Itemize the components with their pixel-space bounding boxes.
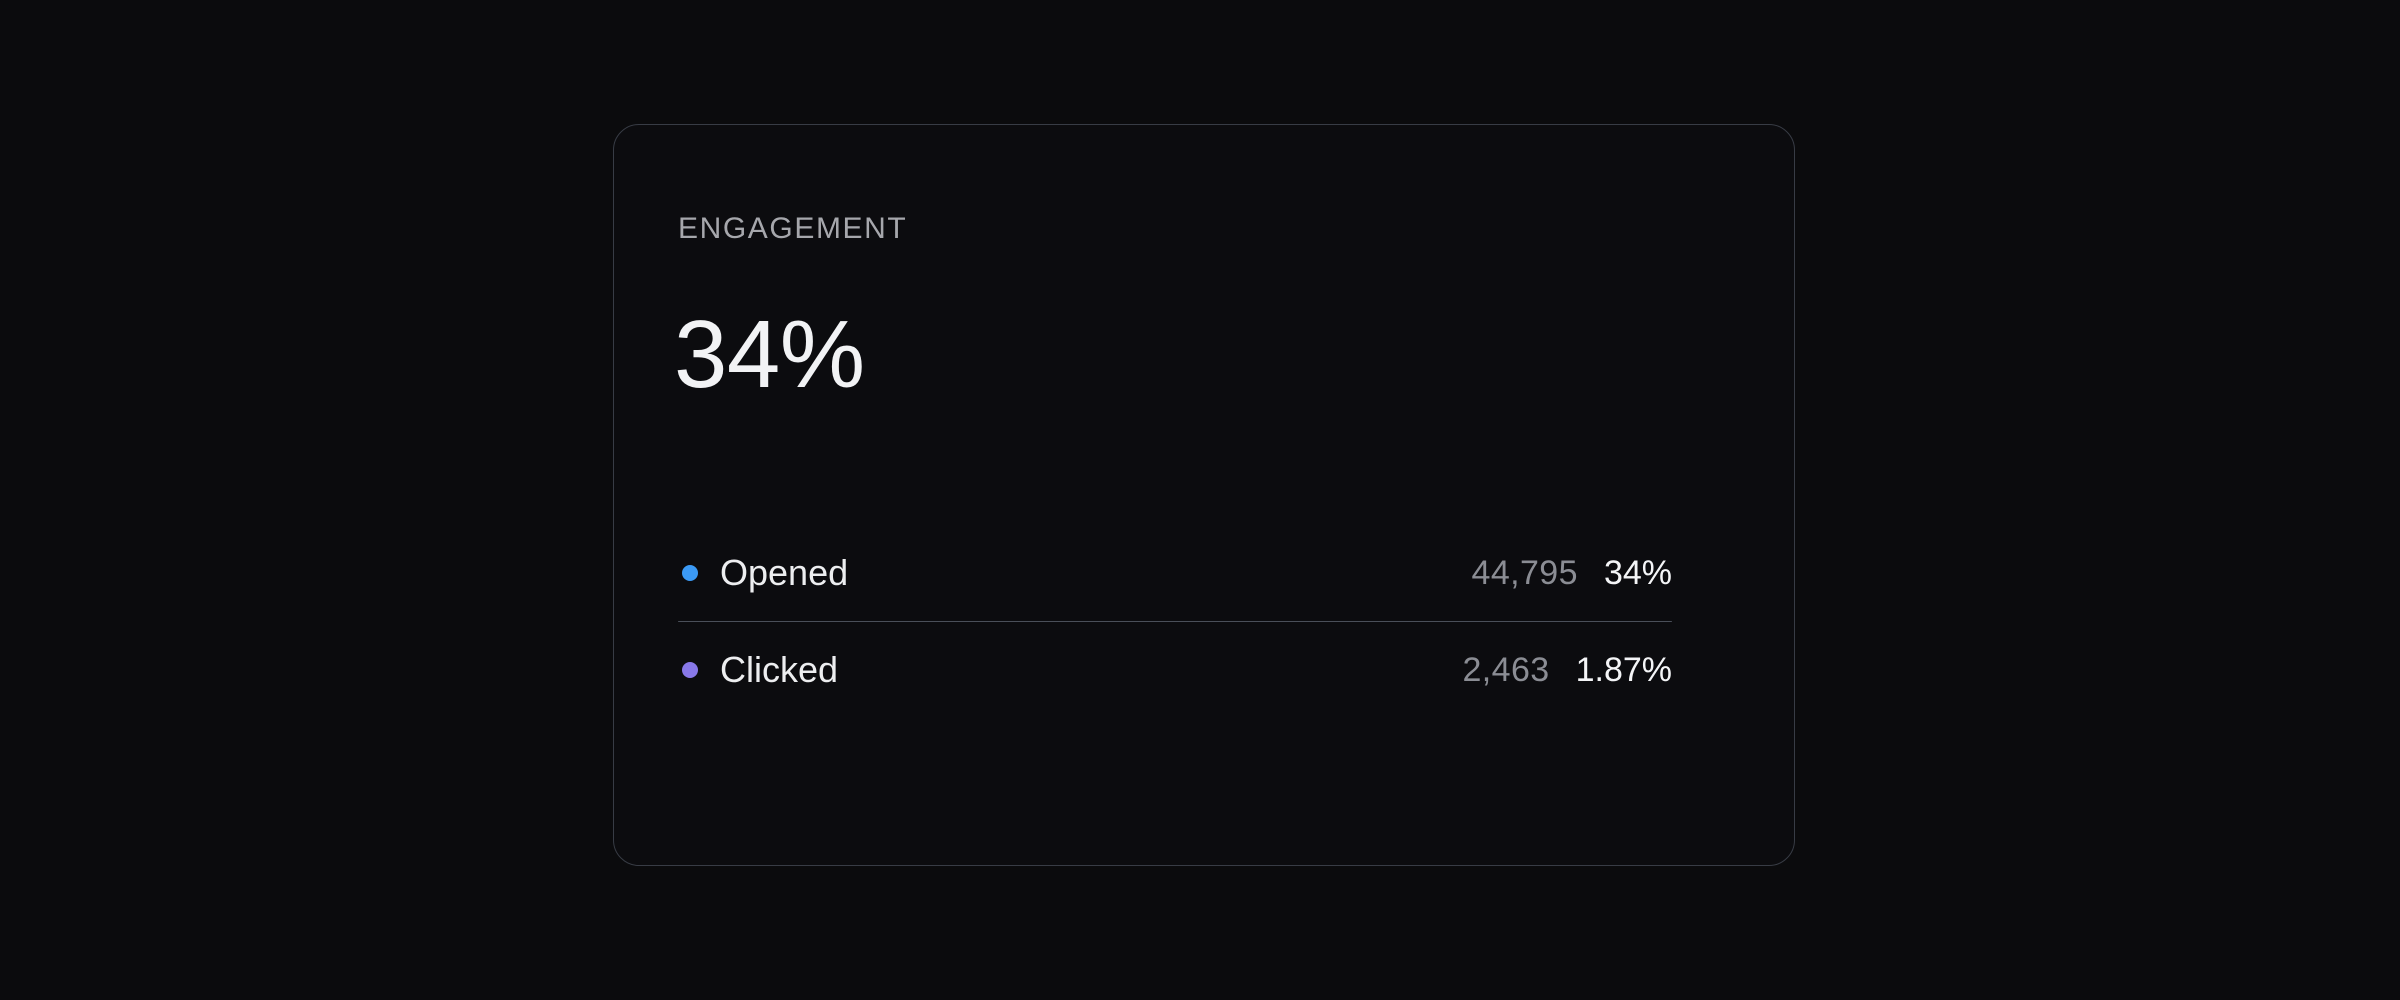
metric-percent-clicked: 1.87% xyxy=(1575,651,1672,690)
metric-list: Opened 44,795 34% Clicked 2,463 1.87% xyxy=(678,525,1734,718)
page-title: ENGAGEMENT xyxy=(678,212,908,245)
engagement-card: ENGAGEMENT 34% Opened 44,795 34% Clicked… xyxy=(613,124,1795,866)
metric-label-opened: Opened xyxy=(720,552,849,593)
metric-label-clicked: Clicked xyxy=(720,649,839,691)
table-row[interactable]: Clicked 2,463 1.87% xyxy=(678,622,1734,718)
engagement-headline-value: 34% xyxy=(674,301,865,408)
metric-count-opened: 44,795 xyxy=(1471,554,1578,592)
metric-count-clicked: 2,463 xyxy=(1462,651,1550,690)
blue-dot-icon xyxy=(682,565,698,581)
row-divider xyxy=(678,621,1672,623)
metric-percent-opened: 34% xyxy=(1603,554,1672,592)
purple-dot-icon xyxy=(682,662,698,679)
card-content: ENGAGEMENT 34% Opened 44,795 34% Clicked… xyxy=(674,125,1734,865)
table-row[interactable]: Opened 44,795 34% xyxy=(678,525,1734,621)
